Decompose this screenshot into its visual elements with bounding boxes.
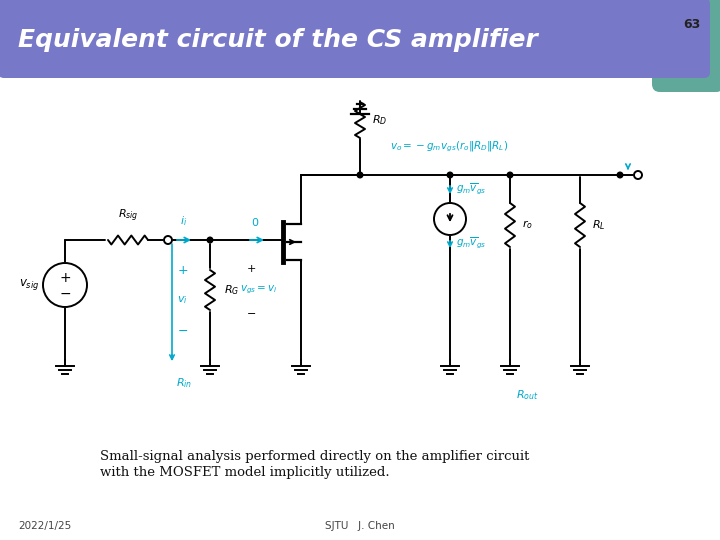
- Text: $-$: $-$: [246, 307, 256, 317]
- Text: $R_G$: $R_G$: [224, 283, 239, 297]
- Text: 2022/1/25: 2022/1/25: [18, 521, 71, 531]
- Text: $R_{sig}$: $R_{sig}$: [117, 207, 138, 224]
- Text: $-$: $-$: [177, 323, 188, 336]
- Circle shape: [357, 172, 363, 178]
- Circle shape: [164, 236, 172, 244]
- Text: $R_D$: $R_D$: [372, 113, 387, 127]
- Text: $r_o$: $r_o$: [522, 219, 533, 232]
- Text: 63: 63: [683, 18, 700, 31]
- Circle shape: [43, 263, 87, 307]
- Text: $v_{gs}=v_i$: $v_{gs}=v_i$: [240, 284, 278, 296]
- Text: $+$: $+$: [246, 262, 256, 273]
- Text: $v_i$: $v_i$: [177, 294, 188, 306]
- Text: Small-signal analysis performed directly on the amplifier circuit: Small-signal analysis performed directly…: [100, 450, 529, 463]
- Circle shape: [207, 237, 213, 243]
- Text: $R_{in}$: $R_{in}$: [176, 376, 192, 390]
- Text: $R_L$: $R_L$: [592, 218, 606, 232]
- Text: $R_{out}$: $R_{out}$: [516, 388, 539, 402]
- Circle shape: [634, 171, 642, 179]
- Text: $i_i$: $i_i$: [181, 214, 188, 228]
- Text: $g_m\overline{v}_{gs}$: $g_m\overline{v}_{gs}$: [456, 181, 487, 197]
- Circle shape: [447, 172, 453, 178]
- Text: SJTU   J. Chen: SJTU J. Chen: [325, 521, 395, 531]
- FancyBboxPatch shape: [652, 0, 720, 92]
- Text: $0$: $0$: [251, 216, 259, 228]
- Text: Equivalent circuit of the CS amplifier: Equivalent circuit of the CS amplifier: [18, 28, 538, 52]
- Text: $+$: $+$: [177, 264, 188, 276]
- Text: $g_m\overline{v}_{gs}$: $g_m\overline{v}_{gs}$: [456, 235, 487, 251]
- Circle shape: [507, 172, 513, 178]
- Text: $v_{sig}$: $v_{sig}$: [19, 278, 39, 293]
- Circle shape: [617, 172, 623, 178]
- FancyBboxPatch shape: [0, 0, 710, 78]
- Text: $v_o=-g_m v_{gs}(r_o\|R_D\|R_L)$: $v_o=-g_m v_{gs}(r_o\|R_D\|R_L)$: [390, 140, 508, 154]
- Text: +: +: [59, 271, 71, 285]
- Text: with the MOSFET model implicitly utilized.: with the MOSFET model implicitly utilize…: [100, 466, 390, 479]
- Text: $-$: $-$: [59, 286, 71, 300]
- Circle shape: [434, 203, 466, 235]
